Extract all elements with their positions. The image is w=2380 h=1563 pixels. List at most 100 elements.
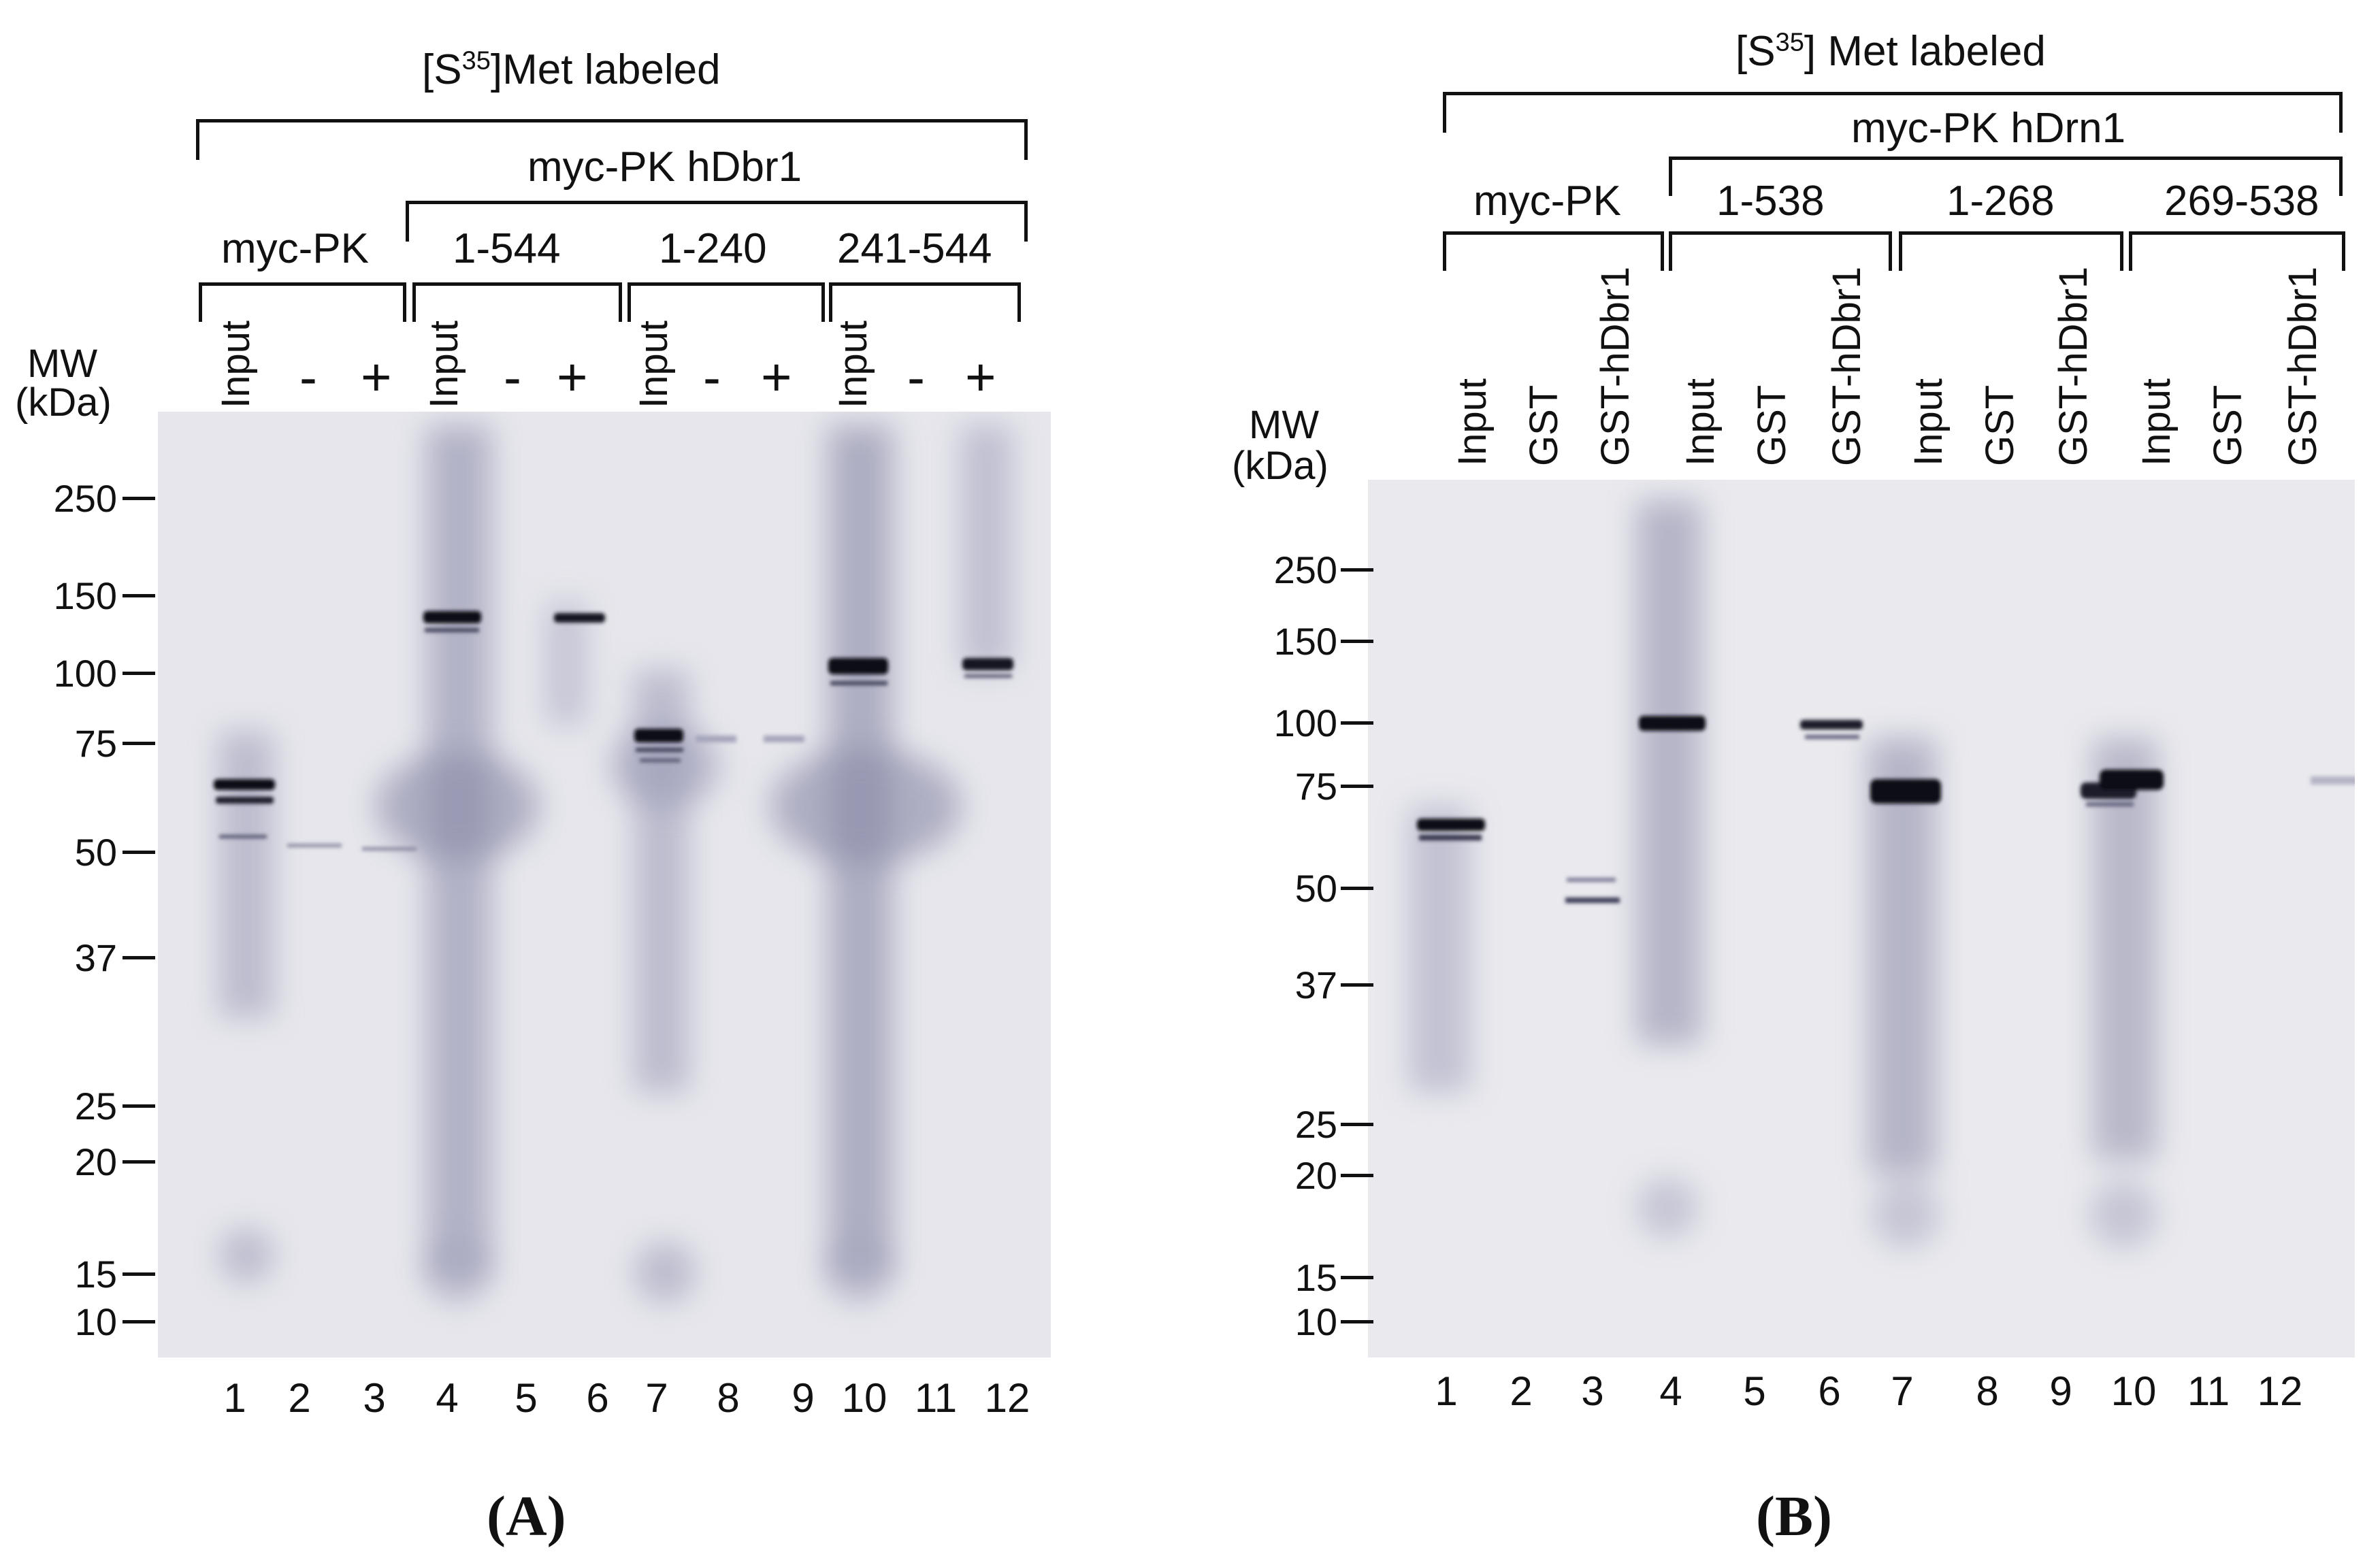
mw-tickline-150	[1341, 640, 1373, 643]
lane-label-5: GST	[1750, 384, 1794, 466]
mw-tickline-20	[123, 1160, 155, 1164]
mw-tick-37: 37	[1294, 964, 1337, 1006]
lane-label-11: GST	[2206, 384, 2250, 466]
group-label: myc-PK hDbr1	[527, 144, 802, 191]
lane-number-9: 9	[2049, 1368, 2072, 1414]
lane-number-6: 6	[1818, 1368, 1841, 1414]
mw-tick-15: 15	[74, 1253, 117, 1296]
construct-label-2: 1-538	[1716, 178, 1825, 225]
mw-tick-250: 250	[53, 477, 117, 520]
lane-number-3: 3	[363, 1375, 386, 1421]
lane-label-10: Input	[831, 320, 875, 408]
lane-label-8: GST	[1978, 384, 2022, 466]
mw-tick-50: 50	[74, 831, 117, 874]
construct-label-3: 1-240	[659, 225, 767, 272]
mw-tickline-15	[1341, 1276, 1373, 1279]
mw-tick-250: 250	[1273, 548, 1337, 591]
header-label: [S35] Met labeled	[1735, 28, 2046, 75]
lane-label-6: +	[557, 347, 588, 407]
group-label: myc-PK hDrn1	[1851, 105, 2126, 152]
mw-tick-150: 150	[1273, 620, 1337, 663]
construct-bracket-2	[1669, 231, 1892, 271]
mw-tick-25: 25	[74, 1085, 117, 1128]
mw-tick-37: 37	[74, 936, 117, 979]
panel-a: [S35]Met labeled myc-PK hDbr1 myc-PK 1 - 5…	[0, 0, 1157, 1563]
construct-bracket-4	[2129, 231, 2345, 271]
gel-image	[1368, 480, 2355, 1358]
lane-label-4: Input	[422, 320, 466, 408]
mw-tickline-50	[1341, 887, 1373, 890]
construct-label-4: 269-538	[2164, 178, 2319, 225]
lane-number-4: 4	[436, 1375, 459, 1421]
lane-label-1: Input	[214, 320, 258, 408]
lane-label-9: +	[761, 347, 792, 407]
construct-label-3: 1-268	[1946, 178, 2055, 225]
group-bracket	[1669, 157, 2343, 196]
lane-number-12: 12	[984, 1375, 1030, 1421]
mw-tick-10: 10	[1294, 1300, 1337, 1343]
lane-label-10: Input	[2134, 378, 2179, 466]
mw-tick-150: 150	[53, 574, 117, 617]
caption-b: (B)	[1756, 1485, 1832, 1548]
mw-tickline-15	[123, 1272, 155, 1276]
mw-tickline-20	[1341, 1174, 1373, 1177]
lane-label-7: Input	[632, 320, 676, 408]
lane-label-1: Input	[1450, 378, 1495, 466]
mw-unit: (kDa)	[15, 380, 112, 425]
header-bracket	[1443, 92, 2343, 133]
lane-label-2: -	[299, 347, 317, 407]
lane-number-8: 8	[1976, 1368, 1999, 1414]
mw-tickline-10	[123, 1320, 155, 1323]
construct-label-4: 241-544	[837, 225, 992, 272]
lane-label-7: Input	[1906, 378, 1951, 466]
mw-tickline-25	[123, 1104, 155, 1108]
mw-tickline-50	[123, 851, 155, 854]
lane-number-2: 2	[288, 1375, 311, 1421]
lane-label-12: +	[965, 347, 996, 407]
mw-tickline-100	[1341, 721, 1373, 725]
header-bracket	[196, 119, 1028, 160]
lane-number-10: 10	[841, 1375, 887, 1421]
mw-tick-100: 100	[53, 652, 117, 695]
mw-tickline-75	[123, 742, 155, 745]
mw-tick-25: 25	[1294, 1103, 1337, 1146]
lane-number-3: 3	[1581, 1368, 1604, 1414]
mw-tickline-10	[1341, 1320, 1373, 1323]
lane-number-7: 7	[1891, 1368, 1914, 1414]
construct-bracket-4	[829, 282, 1021, 322]
construct-label-1: myc-PK	[221, 225, 369, 272]
lane-number-12: 12	[2257, 1368, 2303, 1414]
lane-number-6: 6	[586, 1375, 609, 1421]
header-label: [S35]Met labeled	[422, 46, 721, 93]
lane-number-11: 11	[2187, 1368, 2230, 1414]
lane-label-8: -	[703, 347, 721, 407]
lane-number-8: 8	[717, 1375, 740, 1421]
lane-label-6: GST-hDbr1	[1825, 266, 1869, 466]
mw-title: MW	[27, 342, 98, 386]
mw-tick-100: 100	[1273, 702, 1337, 744]
gel-bands	[214, 425, 1013, 1303]
lane-label-2: GST	[1522, 384, 1566, 466]
mw-tick-50: 50	[1294, 867, 1337, 910]
construct-bracket-2	[412, 282, 622, 322]
lane-label-5: -	[504, 347, 521, 407]
lane-label-12: GST-hDbr1	[2281, 266, 2325, 466]
construct-label-1: myc-PK	[1473, 178, 1621, 225]
group-bracket	[406, 201, 1028, 242]
lane-label-9: GST-hDbr1	[2051, 266, 2096, 466]
lane-number-5: 5	[515, 1375, 538, 1421]
panel-b: [S35] Met labeled myc-PK hDrn1 myc-PK 1-…	[1157, 0, 2380, 1563]
mw-tick-75: 75	[1294, 765, 1337, 808]
lane-label-3: +	[361, 347, 392, 407]
mw-tickline-37	[123, 956, 155, 959]
mw-tickline-100	[123, 672, 155, 675]
mw-tick-15: 15	[1294, 1256, 1337, 1299]
lane-number-1: 1	[223, 1375, 246, 1421]
lane-label-3: GST-hDbr1	[1593, 266, 1637, 466]
lane-number-4: 4	[1659, 1368, 1682, 1414]
mw-tickline-75	[1341, 785, 1373, 788]
mw-tickline-250	[1341, 568, 1373, 572]
lane-label-4: Input	[1678, 378, 1723, 466]
lane-label-11: -	[907, 347, 925, 407]
lane-number-11: 11	[914, 1375, 958, 1421]
